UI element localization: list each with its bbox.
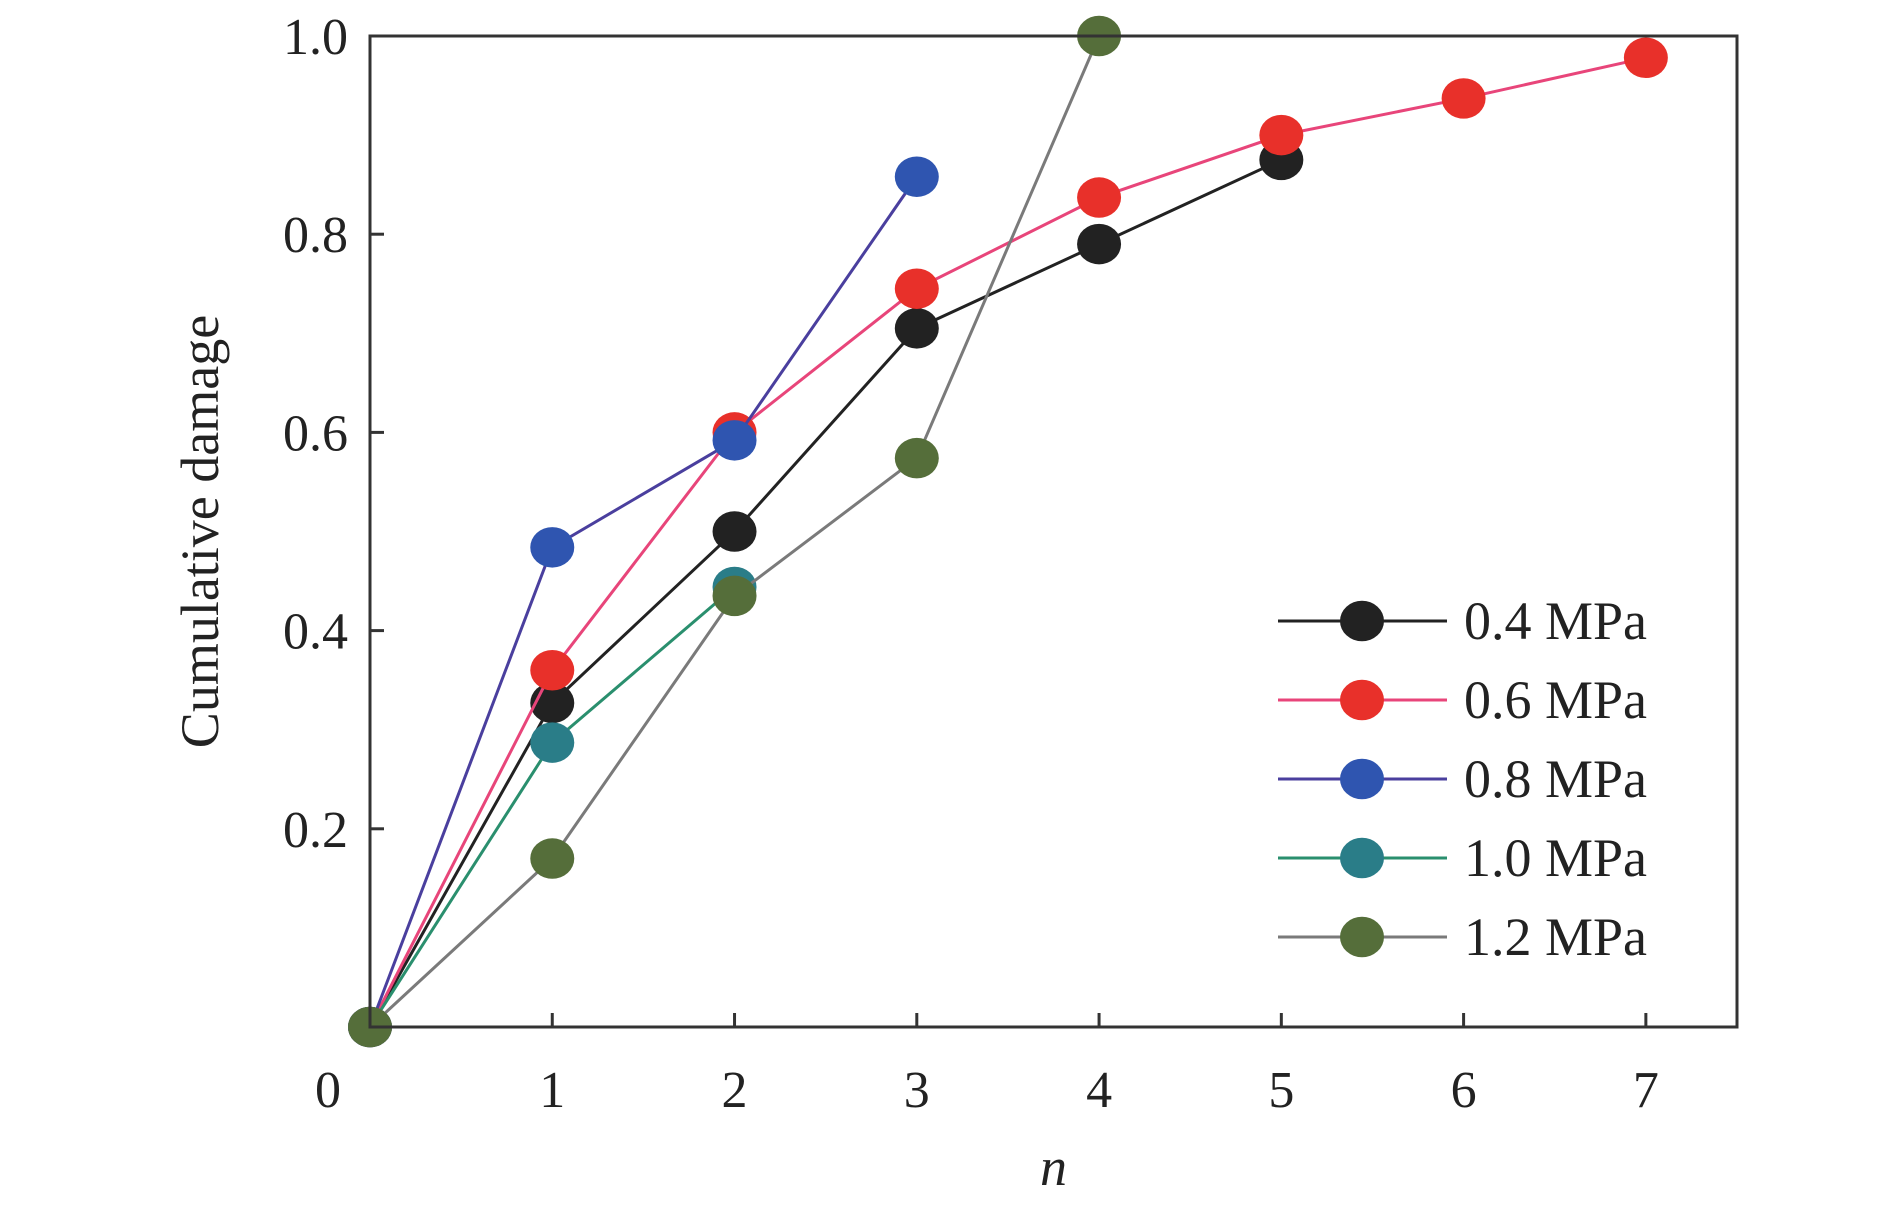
series-line [368, 158, 1282, 1028]
data-point [1441, 78, 1486, 119]
data-point [712, 575, 757, 617]
data-point [1077, 223, 1122, 265]
series-0 [348, 139, 1304, 1048]
data-point [894, 268, 939, 309]
series-4 [348, 15, 1122, 1048]
data-point [530, 650, 575, 691]
x-axis-title: n [1040, 1137, 1067, 1197]
data-point [894, 308, 939, 349]
series-2 [348, 156, 939, 1048]
data-point [1623, 37, 1668, 79]
legend-label: 1.2 MPa [1464, 907, 1647, 967]
legend-marker [1340, 916, 1384, 958]
series-line [368, 175, 919, 1028]
legend-label: 0.8 MPa [1464, 749, 1647, 809]
legend-label: 0.6 MPa [1464, 670, 1647, 730]
series-3 [348, 566, 757, 1048]
y-axis-title: Cumulative damage [170, 315, 230, 748]
series-line [368, 56, 1647, 1028]
legend-marker [1340, 679, 1384, 721]
x-tick-label: 7 [1633, 1062, 1659, 1119]
plot-frame [368, 34, 1739, 1029]
y-tick-label: 1.0 [283, 9, 348, 66]
data-point [530, 527, 575, 568]
x-tick-label: 2 [722, 1062, 748, 1119]
data-point [894, 156, 939, 197]
data-point [712, 420, 757, 461]
x-tick-label: 3 [904, 1062, 930, 1119]
tick-layer: 0 1 2 3 4 5 6 7 0.2 0.4 0.6 0.8 1.0 [283, 9, 1659, 1119]
data-point [894, 437, 939, 479]
legend-item: 0.8 MPa [1278, 749, 1647, 809]
x-tick-label: 6 [1451, 1062, 1477, 1119]
x-tick-label: 5 [1268, 1062, 1294, 1119]
legend-marker [1340, 600, 1384, 642]
x-tick-label: 0 [315, 1062, 341, 1119]
legend: 0.4 MPa 0.6 MPa 0.8 MPa 1.0 MPa 1.2 MPa [1278, 591, 1647, 967]
legend-label: 0.4 MPa [1464, 591, 1647, 651]
x-tick-label: 4 [1086, 1062, 1112, 1119]
legend-item: 0.6 MPa [1278, 670, 1647, 730]
legend-label: 1.0 MPa [1464, 828, 1647, 888]
y-tick-label: 0.4 [283, 604, 348, 661]
data-point [530, 838, 575, 879]
data-point [530, 722, 575, 763]
y-tick-label: 0.6 [283, 405, 348, 462]
legend-item: 1.0 MPa [1278, 828, 1647, 888]
x-tick-label: 1 [539, 1062, 565, 1119]
legend-item: 0.4 MPa [1278, 591, 1647, 651]
data-point [1259, 114, 1304, 156]
series-layer [348, 15, 1668, 1048]
y-tick-label: 0.2 [283, 802, 348, 859]
legend-marker [1340, 837, 1384, 879]
y-tick-label: 0.8 [283, 207, 348, 264]
data-point [712, 511, 757, 552]
data-point [1077, 177, 1122, 218]
legend-item: 1.2 MPa [1278, 907, 1647, 967]
legend-marker [1340, 758, 1384, 800]
